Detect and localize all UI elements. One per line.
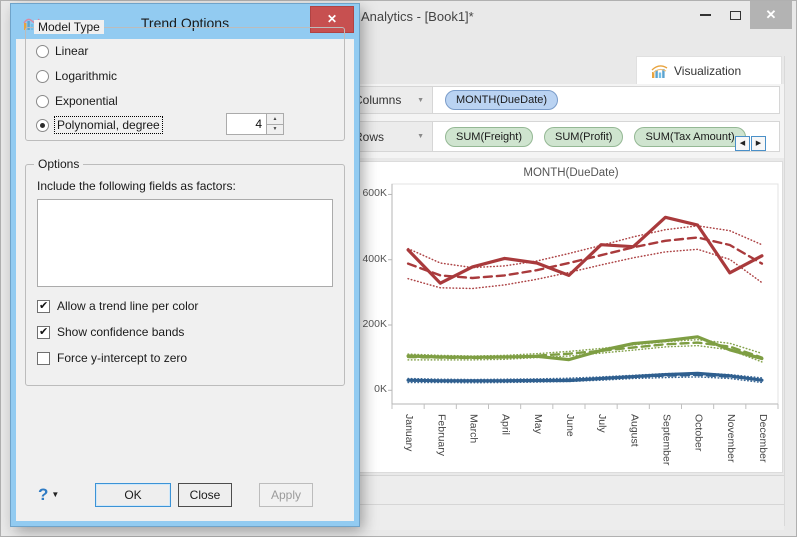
y-axis-tick-label: 0K xyxy=(374,383,387,396)
model-type-group: Model Type Linear Logarithmic Exponentia… xyxy=(25,20,345,141)
options-group: Options Include the following fields as … xyxy=(25,157,345,386)
checkbox-checked-icon[interactable]: ✔ xyxy=(37,299,50,313)
radio-polynomial[interactable]: Polynomial, degree xyxy=(36,116,163,134)
columns-shelf-field[interactable]: MONTH(DueDate) xyxy=(433,86,780,114)
close-icon: ✕ xyxy=(326,12,338,26)
radio-exponential[interactable]: Exponential xyxy=(36,94,118,108)
radio-icon[interactable] xyxy=(36,94,49,108)
checkbox-unchecked-icon[interactable] xyxy=(37,351,50,365)
x-axis-month-label: June xyxy=(563,414,576,437)
rows-shelf-field[interactable]: SUM(Freight) SUM(Profit) SUM(Tax Amount) xyxy=(433,121,780,152)
radio-icon[interactable] xyxy=(36,44,49,58)
factors-label: Include the following fields as factors: xyxy=(37,179,236,193)
shelf-scroll-buttons: ◀ ▶ xyxy=(735,136,766,151)
group-legend: Options xyxy=(34,157,84,171)
x-axis-month-label: April xyxy=(499,414,512,436)
chevron-down-icon[interactable]: ▼ xyxy=(417,133,424,140)
x-axis-month-label: December xyxy=(756,414,769,463)
columns-shelf: Columns ▼ MONTH(DueDate) xyxy=(341,86,780,114)
shelf-pill[interactable]: SUM(Profit) xyxy=(544,126,624,147)
chart-panel: MONTH(DueDate) 600K 400K 200K 0K January Febr… xyxy=(359,161,783,473)
tab-visualization[interactable]: Visualization xyxy=(636,56,782,84)
minimize-button[interactable] xyxy=(690,1,720,29)
x-axis-month-label: August xyxy=(628,414,641,447)
checkbox-trend-per-color[interactable]: ✔ Allow a trend line per color xyxy=(37,299,199,313)
window-title: Analytics - [Book1]* xyxy=(361,9,474,24)
trend-chart-svg xyxy=(388,183,779,409)
degree-spinner: 4 ▲ ▼ xyxy=(226,113,284,135)
x-axis-month-label: February xyxy=(435,414,448,457)
tab-strip: Visualization xyxy=(11,56,784,84)
x-axis-month-label: January xyxy=(403,414,416,452)
trend-options-dialog: Trend Options ✕ Model Type Linear Logari… xyxy=(11,4,359,526)
y-axis-tick-label: 600K xyxy=(362,187,387,200)
radio-linear[interactable]: Linear xyxy=(36,44,88,58)
x-axis-month-label: March xyxy=(467,414,480,444)
shelf-pill[interactable]: SUM(Freight) xyxy=(445,126,534,147)
minimize-icon xyxy=(699,14,711,16)
spinner-down-button[interactable]: ▼ xyxy=(267,124,283,134)
chart-title: MONTH(DueDate) xyxy=(523,167,619,179)
close-icon: ✕ xyxy=(765,7,777,22)
scroll-right-button[interactable]: ▶ xyxy=(751,136,766,151)
close-button[interactable]: Close xyxy=(178,483,232,507)
rows-shelf: Rows ▼ SUM(Freight) SUM(Profit) SUM(Tax Am… xyxy=(341,121,780,152)
x-axis-month-label: October xyxy=(692,414,705,452)
spinner-up-button[interactable]: ▲ xyxy=(267,114,283,125)
x-axis-month-label: July xyxy=(596,414,609,433)
radio-icon[interactable] xyxy=(36,69,49,83)
group-legend: Model Type xyxy=(34,20,104,34)
x-axis-month-label: May xyxy=(531,414,544,434)
dialog-footer: ? ▼ OK Close Apply xyxy=(16,483,354,511)
chevron-down-icon[interactable]: ▼ xyxy=(417,96,424,104)
maximize-icon xyxy=(729,10,741,20)
window-controls: ✕ xyxy=(690,1,792,31)
help-button[interactable]: ? ▼ xyxy=(38,485,60,504)
apply-button[interactable]: Apply xyxy=(259,483,313,507)
degree-value-field[interactable]: 4 xyxy=(255,117,262,131)
radio-logarithmic[interactable]: Logarithmic xyxy=(36,69,117,83)
checkbox-confidence-bands[interactable]: ✔ Show confidence bands xyxy=(37,325,185,339)
chevron-down-icon: ▼ xyxy=(51,490,60,499)
window-close-button[interactable]: ✕ xyxy=(750,1,792,29)
shelf-pill[interactable]: SUM(Tax Amount) xyxy=(634,126,746,147)
checkbox-checked-icon[interactable]: ✔ xyxy=(37,325,50,339)
factors-listbox[interactable] xyxy=(37,199,333,287)
radio-selected-icon[interactable] xyxy=(36,118,49,132)
tab-label: Visualization xyxy=(674,63,742,78)
visualization-chart-icon xyxy=(651,64,668,78)
shelf-pill[interactable]: MONTH(DueDate) xyxy=(445,90,559,110)
y-axis-tick-label: 200K xyxy=(362,318,387,330)
ok-button[interactable]: OK xyxy=(95,483,171,507)
right-separator xyxy=(784,56,785,526)
scroll-left-button[interactable]: ◀ xyxy=(735,136,750,151)
dialog-close-button[interactable]: ✕ xyxy=(310,6,354,33)
x-axis-month-label: November xyxy=(724,414,737,463)
y-axis-tick-label: 400K xyxy=(362,252,387,265)
checkbox-force-y-intercept[interactable]: Force y-intercept to zero xyxy=(37,351,187,365)
maximize-button[interactable] xyxy=(720,1,750,29)
x-axis-month-label: September xyxy=(660,414,673,466)
